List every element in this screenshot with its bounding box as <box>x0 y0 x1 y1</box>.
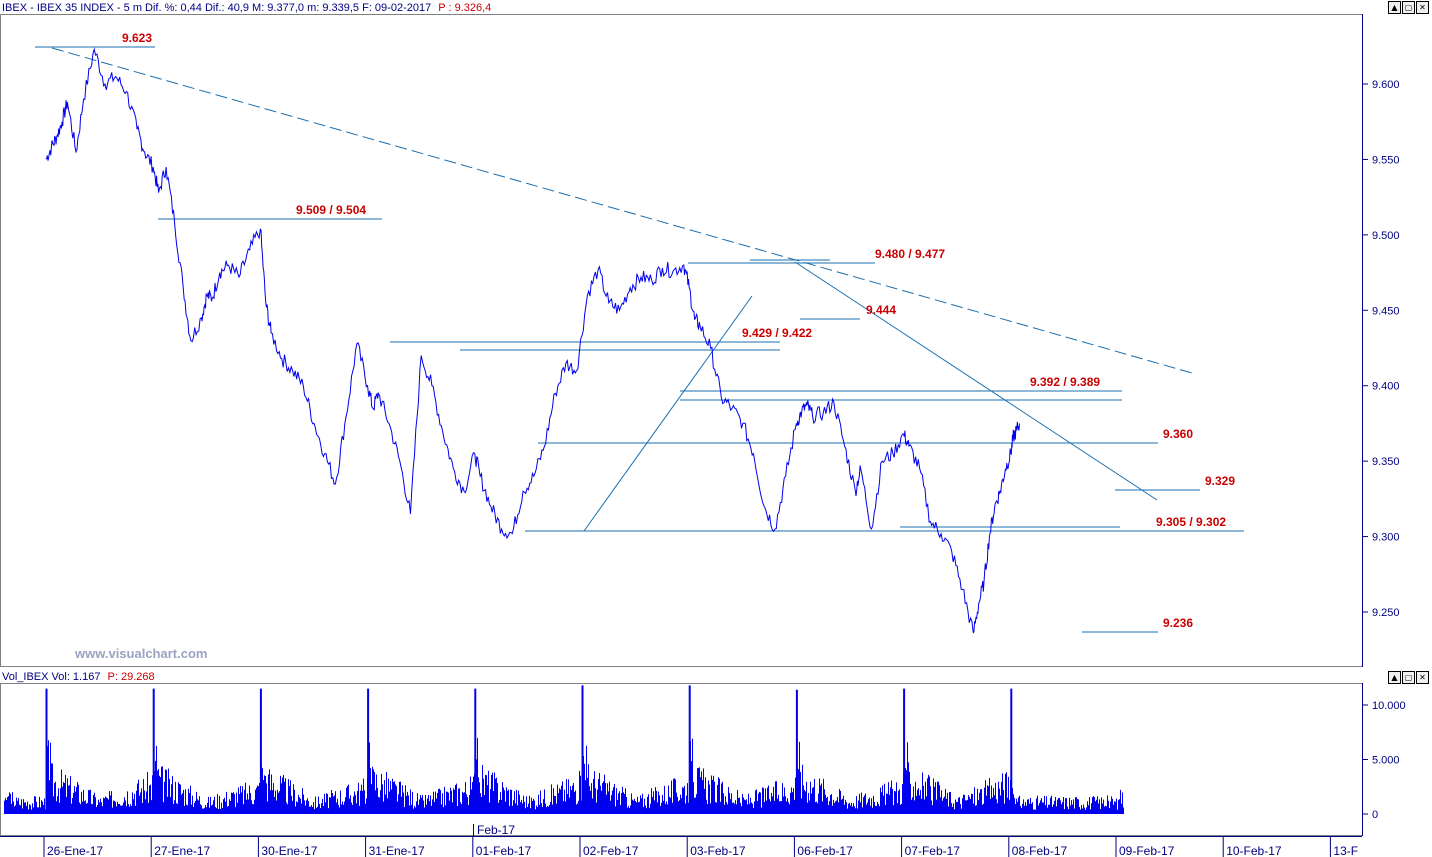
price-panel-frame <box>0 14 1363 667</box>
level-label: 9.360 <box>1163 427 1193 441</box>
volume-tick-label: 0 <box>1372 809 1378 821</box>
date-tick-label: 10-Feb-17 <box>1226 844 1282 857</box>
price-panel-minimize-button[interactable]: ▲ <box>1388 1 1401 14</box>
date-tick-label: 13-F <box>1333 844 1358 857</box>
watermark: www.visualchart.com <box>74 646 207 661</box>
date-tick-label: 30-Ene-17 <box>261 844 317 857</box>
month-label: Feb-17 <box>477 823 515 837</box>
date-tick-label: 27-Ene-17 <box>154 844 210 857</box>
volume-panel-close-button[interactable]: ✕ <box>1416 671 1429 684</box>
volume-panel-maximize-button[interactable]: ▢ <box>1402 671 1415 684</box>
date-x-ticks: 26-Ene-17 27-Ene-17 30-Ene-17 31-Ene-17 01-F… <box>43 836 1358 857</box>
volume-y-ticks: 10.000 5.000 0 <box>1362 700 1406 821</box>
downtrend-line <box>794 261 1158 501</box>
level-label: 9.429 / 9.422 <box>742 326 812 340</box>
trend-lines <box>51 47 1193 532</box>
price-header-last: P : 9.326,4 <box>438 2 491 14</box>
date-tick-label: 31-Ene-17 <box>369 844 425 857</box>
date-tick-label: 26-Ene-17 <box>47 844 103 857</box>
price-tick-label: 9.400 <box>1372 381 1400 393</box>
price-tick-label: 9.500 <box>1372 230 1400 242</box>
level-label: 9.329 <box>1205 474 1235 488</box>
level-label: 9.480 / 9.477 <box>875 247 945 261</box>
dashed-downtrend-line <box>51 47 1193 374</box>
date-tick-label: 06-Feb-17 <box>797 844 853 857</box>
date-tick-label: 07-Feb-17 <box>905 844 961 857</box>
date-tick-label: 01-Feb-17 <box>476 844 532 857</box>
volume-header-info: Vol_IBEX Vol: 1.167 <box>2 671 100 683</box>
volume-panel-minimize-button[interactable]: ▲ <box>1388 671 1401 684</box>
price-tick-label: 9.600 <box>1372 79 1400 91</box>
level-label: 9.392 / 9.389 <box>1030 375 1100 389</box>
volume-header-last: P: 29.268 <box>108 671 155 683</box>
volume-tick-label: 10.000 <box>1372 700 1406 712</box>
level-label: 9.444 <box>866 303 896 317</box>
price-header-info: IBEX - IBEX 35 INDEX - 5 m Dif. %: 0,44 … <box>2 2 431 14</box>
support-resistance-levels: 9.623 9.509 / 9.504 9.480 / 9.477 9.444 9.42… <box>35 31 1244 633</box>
level-label: 9.305 / 9.302 <box>1156 515 1226 529</box>
volume-tick-label: 5.000 <box>1372 755 1400 767</box>
price-panel-maximize-button[interactable]: ▢ <box>1402 1 1415 14</box>
price-tick-label: 9.450 <box>1372 305 1400 317</box>
price-y-ticks: 9.600 9.550 9.500 9.450 9.400 9.350 9.300 9.250 <box>1362 79 1400 619</box>
volume-panel-header: Vol_IBEX Vol: 1.167 P: 29.268 <box>2 671 155 683</box>
price-panel-close-button[interactable]: ✕ <box>1416 1 1429 14</box>
date-tick-label: 08-Feb-17 <box>1012 844 1068 857</box>
level-label: 9.509 / 9.504 <box>296 203 366 217</box>
uptrend-line <box>583 295 753 532</box>
price-tick-label: 9.300 <box>1372 532 1400 544</box>
date-tick-label: 09-Feb-17 <box>1119 844 1175 857</box>
price-tick-label: 9.350 <box>1372 456 1400 468</box>
price-tick-label: 9.550 <box>1372 154 1400 166</box>
date-tick-label: 02-Feb-17 <box>583 844 639 857</box>
level-label: 9.623 <box>122 31 152 45</box>
level-label: 9.236 <box>1163 616 1193 630</box>
volume-bars <box>4 685 1124 814</box>
price-panel-header: IBEX - IBEX 35 INDEX - 5 m Dif. %: 0,44 … <box>2 2 491 14</box>
price-tick-label: 9.250 <box>1372 607 1400 619</box>
date-tick-label: 03-Feb-17 <box>690 844 746 857</box>
price-series-line <box>45 47 1020 634</box>
